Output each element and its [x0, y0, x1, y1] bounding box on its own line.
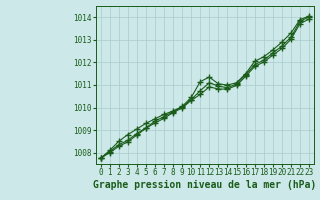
X-axis label: Graphe pression niveau de la mer (hPa): Graphe pression niveau de la mer (hPa)	[93, 180, 316, 190]
